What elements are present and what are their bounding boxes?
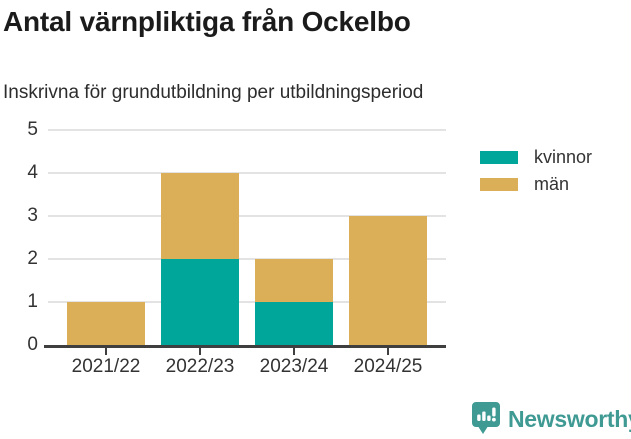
- chart-subtitle: Inskrivna för grundutbildning per utbild…: [3, 82, 424, 103]
- bar-segment-män-2022/23: [161, 173, 239, 259]
- x-tick-label-2023/24: 2023/24: [259, 356, 329, 377]
- x-tick-2024/25: [387, 348, 389, 355]
- y-tick-label-1: 1: [27, 291, 38, 312]
- x-tick-label-2021/22: 2021/22: [71, 356, 141, 377]
- x-tick-2021/22: [105, 348, 107, 355]
- bar-segment-män-2021/22: [67, 302, 145, 345]
- legend-item-kvinnor: kvinnor: [480, 146, 592, 168]
- plot-area: [48, 129, 446, 345]
- bar-segment-kvinnor-2023/24: [255, 302, 333, 345]
- gridline-2: [48, 258, 446, 260]
- x-tick-label-2022/23: 2022/23: [165, 356, 235, 377]
- chart-title: Antal värnpliktiga från Ockelbo: [3, 6, 411, 37]
- legend-swatch-man: [480, 177, 518, 191]
- x-axis: 2021/22 2022/23 2023/24 2024/25: [48, 345, 446, 393]
- y-tick-label-3: 3: [27, 205, 38, 226]
- legend-label-man: män: [534, 173, 570, 194]
- gridline-1: [48, 301, 446, 303]
- x-tick-2023/24: [293, 348, 295, 355]
- newsworthy-speech-bubble-icon: [472, 402, 500, 434]
- legend-item-man: män: [480, 173, 592, 195]
- bar-segment-män-2023/24: [255, 259, 333, 302]
- legend-label-kvinnor: kvinnor: [534, 146, 593, 167]
- gridline-5: [48, 129, 446, 131]
- gridline-4: [48, 172, 446, 174]
- bar-segment-män-2024/25: [349, 216, 427, 345]
- y-tick-label-4: 4: [27, 162, 38, 183]
- legend-swatch-kvinnor: [480, 150, 518, 164]
- y-tick-label-5: 5: [27, 119, 38, 140]
- bar-segment-kvinnor-2022/23: [161, 259, 239, 345]
- newsworthy-logo-link[interactable]: Newsworthy: [471, 401, 631, 437]
- gridline-3: [48, 215, 446, 217]
- newsworthy-wordmark: Newsworthy: [508, 405, 631, 432]
- y-tick-label-2: 2: [27, 248, 38, 269]
- legend: kvinnor män: [480, 146, 592, 200]
- x-axis-line: [44, 345, 446, 348]
- y-tick-label-0: 0: [27, 334, 38, 355]
- y-axis: 0 1 2 3 4 5: [0, 119, 38, 355]
- x-tick-2022/23: [199, 348, 201, 355]
- x-tick-label-2024/25: 2024/25: [353, 356, 423, 377]
